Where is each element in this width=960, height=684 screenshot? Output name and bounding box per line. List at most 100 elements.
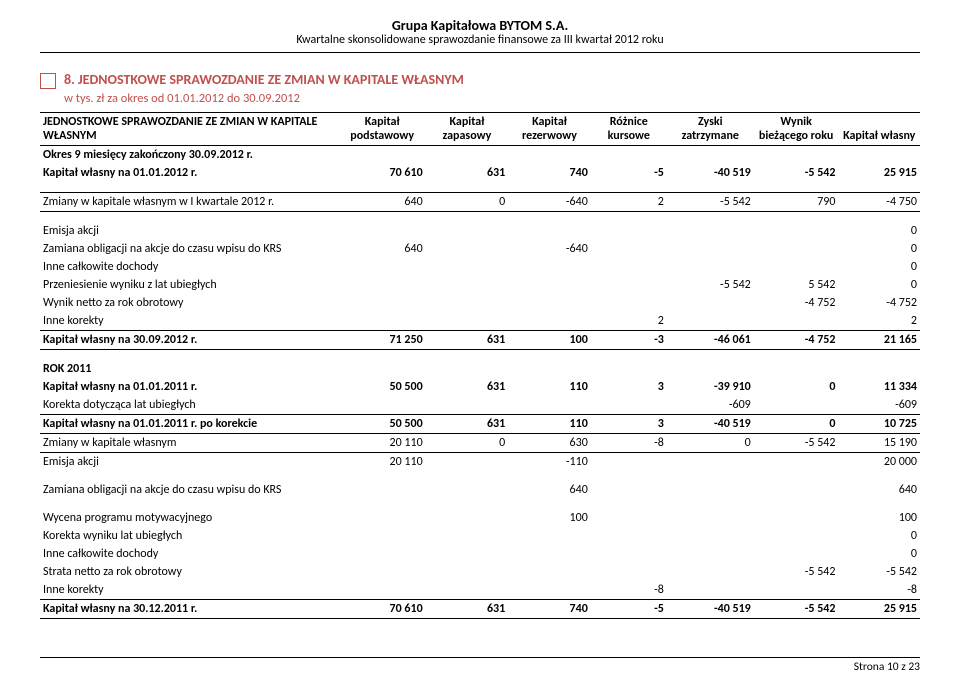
table-cell: 25 915 [838, 599, 920, 618]
table-cell: 110 [508, 378, 591, 396]
table-cell [667, 581, 754, 600]
row-label: Kapitał własny na 30.12.2011 r. [40, 599, 339, 618]
row-label: Inne całkowite dochody [40, 545, 339, 563]
table-cell [591, 527, 667, 545]
table-cell [426, 240, 509, 258]
table-cell: -5 542 [667, 276, 754, 294]
table-cell: 0 [838, 240, 920, 258]
table-cell: -5 542 [754, 563, 839, 581]
table-cell: 2 [838, 312, 920, 331]
table-cell [754, 258, 839, 276]
row-label: Inne całkowite dochody [40, 258, 339, 276]
table-cell [591, 481, 667, 499]
table-cell: 0 [838, 258, 920, 276]
table-cell: 100 [838, 509, 920, 527]
row-label: Korekta wyniku lat ubiegłych [40, 527, 339, 545]
table-cell [667, 481, 754, 499]
table-cell: 640 [838, 481, 920, 499]
table-cell: 25 915 [838, 164, 920, 182]
table-cell [591, 545, 667, 563]
row-label: Kapitał własny na 30.09.2012 r. [40, 330, 339, 349]
table-cell: -40 519 [667, 164, 754, 182]
table-cell: 20 000 [838, 452, 920, 471]
table-cell: -8 [591, 581, 667, 600]
table-cell: -46 061 [667, 330, 754, 349]
column-header: Kapitał podstawowy [339, 112, 426, 145]
section-title: JEDNOSTKOWE SPRAWOZDANIE ZE ZMIAN W KAPI… [78, 71, 464, 88]
table-cell: -640 [508, 240, 591, 258]
table-cell [667, 258, 754, 276]
column-header: Kapitał rezerwowy [508, 112, 591, 145]
table-cell [591, 240, 667, 258]
table-cell: 640 [339, 192, 426, 211]
table-cell [667, 545, 754, 563]
table-cell [754, 396, 839, 415]
table-cell: 0 [754, 378, 839, 396]
table-cell [426, 563, 509, 581]
table-cell: -40 519 [667, 414, 754, 433]
row-label: Strata netto za rok obrotowy [40, 563, 339, 581]
table-cell [591, 276, 667, 294]
row-label: Przeniesienie wyniku z lat ubiegłych [40, 276, 339, 294]
table-cell: 3 [591, 414, 667, 433]
table-cell [754, 545, 839, 563]
table-cell: -3 [591, 330, 667, 349]
table-cell: 0 [838, 527, 920, 545]
header-rule [40, 52, 920, 53]
table-cell [508, 312, 591, 331]
table-cell: 3 [591, 378, 667, 396]
table-cell: 10 725 [838, 414, 920, 433]
table-cell: 631 [426, 414, 509, 433]
column-header: Kapitał własny [838, 112, 920, 145]
row-label: Zamiana obligacji na akcje do czasu wpis… [40, 240, 339, 258]
table-cell [426, 481, 509, 499]
table-cell: 640 [508, 481, 591, 499]
table-cell [426, 294, 509, 312]
table-cell: 11 334 [838, 378, 920, 396]
table-cell [754, 222, 839, 240]
table-cell: 631 [426, 378, 509, 396]
row-label: Wynik netto za rok obrotowy [40, 294, 339, 312]
period-header: ROK 2011 [40, 360, 920, 378]
table-cell [339, 294, 426, 312]
table-cell [591, 294, 667, 312]
table-cell: 5 542 [754, 276, 839, 294]
table-cell: -5 542 [838, 563, 920, 581]
table-cell [339, 312, 426, 331]
table-cell [426, 545, 509, 563]
table-cell [754, 527, 839, 545]
table-title-cell: JEDNOSTKOWE SPRAWOZDANIE ZE ZMIAN W KAPI… [40, 112, 339, 145]
table-cell: -5 542 [754, 599, 839, 618]
table-cell [591, 258, 667, 276]
table-cell [667, 452, 754, 471]
table-cell: 71 250 [339, 330, 426, 349]
table-cell [591, 563, 667, 581]
table-cell [426, 396, 509, 415]
table-cell [667, 240, 754, 258]
period-header: Okres 9 miesięcy zakończony 30.09.2012 r… [40, 145, 920, 164]
table-cell: -609 [667, 396, 754, 415]
table-cell [339, 545, 426, 563]
row-label: Kapitał własny na 01.01.2012 r. [40, 164, 339, 182]
table-cell [508, 563, 591, 581]
table-cell: -39 910 [667, 378, 754, 396]
table-cell: 110 [508, 414, 591, 433]
table-cell: -5 [591, 164, 667, 182]
row-label: Zmiany w kapitale własnym w I kwartale 2… [40, 192, 339, 211]
table-cell: -110 [508, 452, 591, 471]
table-cell [339, 581, 426, 600]
equity-changes-table: JEDNOSTKOWE SPRAWOZDANIE ZE ZMIAN W KAPI… [40, 112, 920, 619]
row-label: Kapitał własny na 01.01.2011 r. po korek… [40, 414, 339, 433]
page-footer: Strona 10 z 23 [40, 657, 920, 674]
row-label: Kapitał własny na 01.01.2011 r. [40, 378, 339, 396]
table-cell: 631 [426, 164, 509, 182]
row-label: Emisja akcji [40, 452, 339, 471]
table-cell [667, 509, 754, 527]
table-cell: 2 [591, 312, 667, 331]
table-cell [754, 452, 839, 471]
table-cell [667, 312, 754, 331]
table-cell [754, 312, 839, 331]
table-cell: 0 [754, 414, 839, 433]
table-cell: -4 752 [838, 294, 920, 312]
table-cell: 740 [508, 164, 591, 182]
